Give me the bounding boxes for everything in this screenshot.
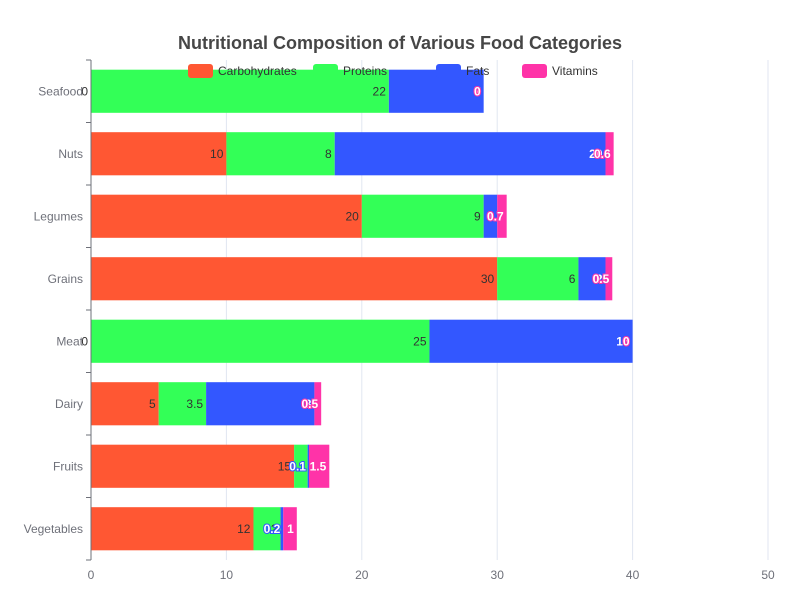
value-label-seafood-carbohydrates: 0: [81, 84, 88, 98]
value-label-dairy-fats: 8: [305, 397, 312, 411]
bar-nuts-vitamins[interactable]: [605, 132, 614, 176]
value-label-seafood-vitamins: 0: [474, 84, 481, 98]
value-label-dairy-carbohydrates: 5: [149, 397, 156, 411]
y-tick-label-seafood: Seafood: [38, 84, 83, 98]
axes: Vegetables Fruits Dairy Meat Grains Legumes Nu…: [24, 59, 775, 582]
value-label-legumes-proteins: 9: [474, 209, 481, 223]
legend-label-carbohydrates: Carbohydrates: [218, 64, 297, 78]
x-tick-label-0: 0: [88, 568, 95, 582]
y-tick-label-meat: Meat: [56, 334, 83, 348]
legend-item-fats[interactable]: Fats: [436, 64, 489, 78]
y-tick-label-grains: Grains: [48, 272, 83, 286]
bar-nuts-carbohydrates[interactable]: [91, 132, 227, 176]
value-label-fruits-carbohydrates: 15: [278, 459, 292, 473]
bar-fruits-proteins[interactable]: [294, 444, 308, 488]
bar-fruits-fats[interactable]: [307, 444, 309, 488]
legend-swatch-carbohydrates: [188, 64, 213, 78]
value-label-seafood-fats: 7: [474, 84, 481, 98]
bar-fruits-vitamins[interactable]: [308, 444, 330, 488]
bar-grains-vitamins[interactable]: [605, 257, 613, 301]
y-tick-label-nuts: Nuts: [58, 147, 83, 161]
value-label-nuts-proteins: 8: [325, 147, 332, 161]
legend-item-proteins[interactable]: Proteins: [313, 64, 387, 78]
value-label-fruits-fats: 0.1: [289, 459, 306, 473]
bars: [91, 69, 633, 551]
bar-vegetables-carbohydrates[interactable]: [91, 507, 254, 551]
value-label-nuts-vitamins: 0.6: [594, 147, 611, 161]
value-label-legumes-fats: 1: [488, 209, 495, 223]
value-label-fruits-proteins: 1: [298, 459, 305, 473]
y-tick-label-legumes: Legumes: [34, 209, 83, 223]
value-label-vegetables-proteins: 2: [271, 522, 278, 536]
bar-legumes-vitamins[interactable]: [497, 194, 507, 238]
y-tick-label-vegetables: Vegetables: [24, 522, 83, 536]
legend-swatch-vitamins: [522, 64, 547, 78]
bar-meat-proteins[interactable]: [91, 319, 430, 363]
legend-label-fats: Fats: [466, 64, 489, 78]
x-tick-label-40: 40: [626, 568, 640, 582]
bar-vegetables-proteins[interactable]: [253, 507, 281, 551]
value-label-meat-proteins: 25: [413, 334, 427, 348]
bar-dairy-fats[interactable]: [206, 382, 315, 426]
legend-label-proteins: Proteins: [343, 64, 387, 78]
legend[interactable]: Carbohydrates Proteins Fats Vitamins: [188, 64, 598, 78]
bar-meat-fats[interactable]: [429, 319, 633, 363]
bar-seafood-fats[interactable]: [388, 69, 484, 113]
value-label-nuts-carbohydrates: 10: [210, 147, 224, 161]
value-label-legumes-carbohydrates: 20: [345, 209, 359, 223]
bar-dairy-vitamins[interactable]: [314, 382, 322, 426]
value-label-meat-vitamins: 0: [623, 334, 630, 348]
x-tick-label-50: 50: [761, 568, 775, 582]
x-tick-label-20: 20: [355, 568, 369, 582]
value-label-grains-fats: 2: [596, 272, 603, 286]
value-label-vegetables-vitamins: 1: [287, 522, 294, 536]
bar-nuts-proteins[interactable]: [226, 132, 335, 176]
value-label-vegetables-fats: 0.2: [264, 522, 281, 536]
value-label-meat-carbohydrates: 0: [81, 334, 88, 348]
value-label-seafood-proteins: 22: [373, 84, 387, 98]
value-label-grains-vitamins: 0.5: [593, 272, 610, 286]
y-tick-label-fruits: Fruits: [53, 459, 83, 473]
bar-fruits-carbohydrates[interactable]: [91, 444, 295, 488]
x-tick-label-10: 10: [220, 568, 234, 582]
value-label-grains-carbohydrates: 30: [481, 272, 495, 286]
bar-nuts-fats[interactable]: [334, 132, 606, 176]
y-tick-label-dairy: Dairy: [55, 397, 83, 411]
value-label-dairy-vitamins: 0.5: [301, 397, 318, 411]
legend-swatch-fats: [436, 64, 461, 78]
value-label-legumes-vitamins: 0.7: [487, 209, 504, 223]
value-label-dairy-proteins: 3.5: [186, 397, 203, 411]
bar-dairy-carbohydrates[interactable]: [91, 382, 159, 426]
bar-dairy-proteins[interactable]: [158, 382, 207, 426]
legend-swatch-proteins: [313, 64, 338, 78]
x-tick-label-30: 30: [491, 568, 505, 582]
chart-title: Nutritional Composition of Various Food …: [178, 33, 622, 53]
legend-item-vitamins[interactable]: Vitamins: [522, 64, 598, 78]
value-label-nuts-fats: 20: [589, 147, 603, 161]
value-label-fruits-vitamins: 1.5: [310, 459, 327, 473]
bar-grains-fats[interactable]: [578, 257, 606, 301]
bar-vegetables-vitamins[interactable]: [283, 507, 297, 551]
bar-legumes-fats[interactable]: [483, 194, 498, 238]
value-label-meat-fats: 15: [616, 334, 630, 348]
bar-grains-carbohydrates[interactable]: [91, 257, 498, 301]
value-label-grains-proteins: 6: [569, 272, 576, 286]
value-label-vegetables-carbohydrates: 12: [237, 522, 251, 536]
bar-legumes-carbohydrates[interactable]: [91, 194, 362, 238]
legend-item-carbohydrates[interactable]: Carbohydrates: [188, 64, 297, 78]
bar-seafood-proteins[interactable]: [91, 69, 389, 113]
bar-vegetables-fats[interactable]: [280, 507, 284, 551]
legend-label-vitamins: Vitamins: [552, 64, 598, 78]
bar-legumes-proteins[interactable]: [361, 194, 484, 238]
bar-grains-proteins[interactable]: [497, 257, 579, 301]
